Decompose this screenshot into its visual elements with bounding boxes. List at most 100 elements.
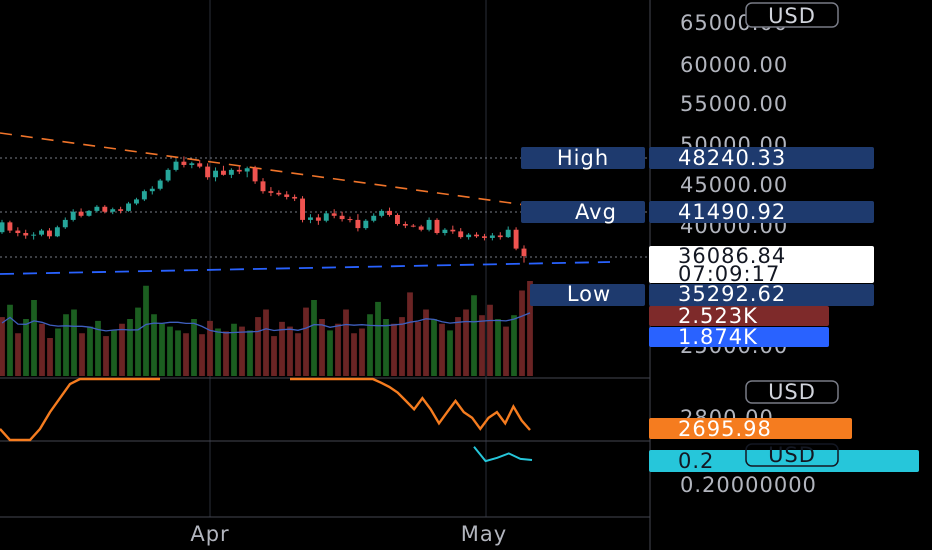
candle-body[interactable] <box>70 211 76 220</box>
volume-bar <box>295 333 301 376</box>
high-label-tag <box>521 147 645 169</box>
high-label: High <box>557 146 609 170</box>
candle-body[interactable] <box>0 222 5 233</box>
x-tick-may: May <box>461 522 507 546</box>
volume-bar <box>279 321 285 376</box>
candle-body[interactable] <box>497 235 503 238</box>
candle-body[interactable] <box>7 222 13 231</box>
candle-body[interactable] <box>284 194 290 197</box>
candle-body[interactable] <box>189 163 195 165</box>
resistance-trendline[interactable] <box>0 132 541 208</box>
volume-bar <box>15 333 21 376</box>
currency-label: USD <box>768 4 816 28</box>
currency-badge[interactable] <box>745 2 839 28</box>
volume-bar <box>327 330 333 376</box>
candle-body[interactable] <box>86 210 92 216</box>
candle-body[interactable] <box>23 233 29 236</box>
volume-bar <box>63 314 69 376</box>
candle-body[interactable] <box>149 188 155 192</box>
volume-bar <box>391 323 397 376</box>
candle-body[interactable] <box>426 219 432 230</box>
volume-bar <box>463 309 469 376</box>
candle-body[interactable] <box>379 210 385 216</box>
candle-body[interactable] <box>236 169 242 172</box>
candle-body[interactable] <box>244 168 250 172</box>
candle-body[interactable] <box>62 219 68 228</box>
candle-body[interactable] <box>94 206 100 211</box>
candle-body[interactable] <box>410 225 416 227</box>
indicator1-currency-badge[interactable] <box>745 380 839 404</box>
candle-body[interactable] <box>173 161 179 170</box>
candle-body[interactable] <box>134 199 139 204</box>
candle-body[interactable] <box>126 203 131 211</box>
candle-body[interactable] <box>205 166 211 178</box>
candle-body[interactable] <box>157 180 163 189</box>
volume-bar <box>79 333 85 376</box>
candle-body[interactable] <box>300 198 305 220</box>
candle-body[interactable] <box>78 211 84 216</box>
candle-body[interactable] <box>505 229 511 238</box>
candle-body[interactable] <box>442 229 448 234</box>
candle-body[interactable] <box>331 213 337 216</box>
bar-countdown: 07:09:17 <box>678 262 780 286</box>
candle-body[interactable] <box>315 217 321 221</box>
volume-bar <box>159 323 165 376</box>
price-tick-60000: 60000.00 <box>680 53 788 77</box>
candle-body[interactable] <box>197 163 203 167</box>
volume-ma-line <box>1 312 531 334</box>
candle-body[interactable] <box>308 217 313 220</box>
candle-body[interactable] <box>54 227 60 237</box>
volume-bar <box>231 323 237 376</box>
support-trendline[interactable] <box>0 261 611 275</box>
candle-body[interactable] <box>252 168 258 182</box>
candle-body[interactable] <box>292 196 298 199</box>
candle-body[interactable] <box>260 181 266 192</box>
indicator2-currency-badge[interactable] <box>745 443 839 467</box>
candle-body[interactable] <box>489 235 495 238</box>
volume-bar <box>47 338 53 376</box>
candle-body[interactable] <box>450 229 456 232</box>
candle-body[interactable] <box>276 192 282 195</box>
candle-body[interactable] <box>141 191 147 200</box>
candle-body[interactable] <box>165 169 171 181</box>
low-value: 35292.62 <box>678 282 786 306</box>
candle-body[interactable] <box>513 229 519 249</box>
volume-bar <box>431 319 437 376</box>
candle-body[interactable] <box>387 210 392 215</box>
candle-body[interactable] <box>118 209 124 211</box>
candle-body[interactable] <box>418 226 424 230</box>
candle-body[interactable] <box>181 161 187 165</box>
candle-body[interactable] <box>474 234 479 237</box>
candle-body[interactable] <box>339 215 345 220</box>
candle-body[interactable] <box>221 170 226 175</box>
volume-bar <box>23 319 29 376</box>
avg-label: Avg <box>575 200 617 224</box>
candle-body[interactable] <box>213 170 218 178</box>
candle-body[interactable] <box>434 219 440 234</box>
candle-body[interactable] <box>31 234 37 236</box>
candle-body[interactable] <box>482 236 487 238</box>
candle-body[interactable] <box>395 214 400 224</box>
candle-body[interactable] <box>355 219 361 229</box>
volume-last-value: 2.523K <box>678 304 758 328</box>
candle-body[interactable] <box>39 230 44 235</box>
indicator2-currency: USD <box>768 443 816 467</box>
candle-body[interactable] <box>402 224 408 226</box>
candle-body[interactable] <box>268 191 274 193</box>
candle-body[interactable] <box>102 206 108 212</box>
candle-body[interactable] <box>47 230 52 237</box>
candle-body[interactable] <box>15 230 21 234</box>
candle-body[interactable] <box>458 231 464 238</box>
volume-bar <box>103 336 109 376</box>
candle-body[interactable] <box>371 215 377 221</box>
candle-body[interactable] <box>323 213 329 221</box>
candle-body[interactable] <box>228 169 234 175</box>
candle-body[interactable] <box>363 220 369 229</box>
volume-bar <box>351 333 357 376</box>
candle-body[interactable] <box>347 219 353 221</box>
candle-body[interactable] <box>466 234 472 238</box>
candle-body[interactable] <box>110 209 116 212</box>
candle-body[interactable] <box>521 248 527 257</box>
volume-bar <box>119 323 125 376</box>
